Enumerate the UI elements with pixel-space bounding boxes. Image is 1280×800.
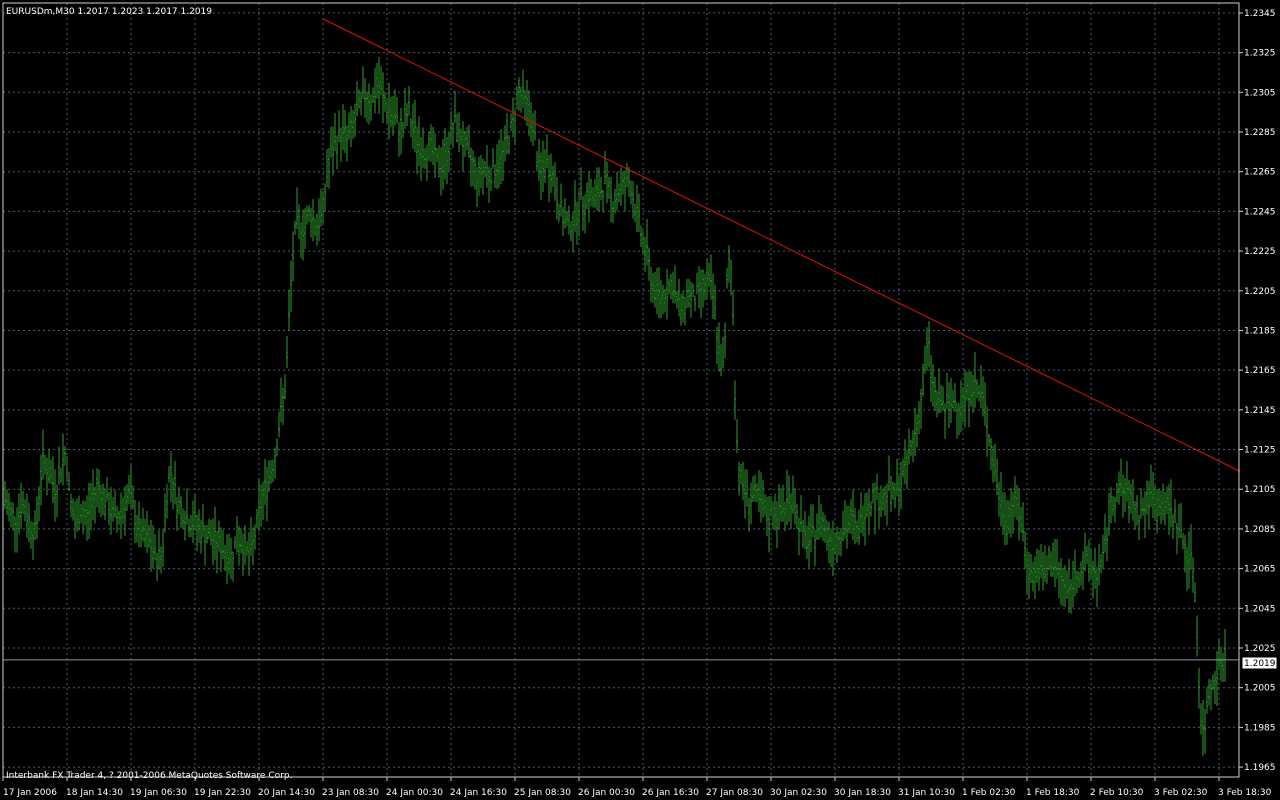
y-tick-label: 1.2065 <box>1244 565 1276 575</box>
price-label: 1.2019 <box>1241 656 1278 670</box>
x-axis: 17 Jan 2006 18 Jan 14:30 19 Jan 06:30 19 Ja… <box>2 777 1272 798</box>
trendline[interactable] <box>322 18 1241 472</box>
x-tick-label: 2 Feb 10:30 <box>1090 788 1144 798</box>
y-tick-label: 1.2005 <box>1244 684 1276 694</box>
x-tick-label: 19 Jan 06:30 <box>130 788 187 798</box>
y-tick-label: 1.2145 <box>1244 406 1276 416</box>
y-tick-label: 1.2085 <box>1244 525 1276 535</box>
x-tick-label: 30 Jan 18:30 <box>834 788 891 798</box>
x-tick-label: 27 Jan 08:30 <box>706 788 763 798</box>
y-tick-label: 1.2285 <box>1244 128 1276 138</box>
x-tick-label: 20 Jan 14:30 <box>258 788 315 798</box>
plot-border <box>2 2 1240 778</box>
x-tick-label: 23 Jan 08:30 <box>322 788 379 798</box>
last-price-value: 1.2019 <box>1244 659 1276 669</box>
y-tick-label: 1.2345 <box>1244 9 1276 19</box>
y-tick-label: 1.2045 <box>1244 604 1276 614</box>
x-tick-label: 18 Jan 14:30 <box>66 788 123 798</box>
y-tick-label: 1.2125 <box>1244 446 1276 456</box>
x-tick-label: 17 Jan 2006 <box>3 788 57 798</box>
y-tick-label: 1.2025 <box>1244 644 1276 654</box>
x-tick-label: 26 Jan 00:30 <box>578 788 635 798</box>
x-tick-label: 24 Jan 16:30 <box>450 788 507 798</box>
y-tick-label: 1.1965 <box>1244 763 1276 773</box>
x-tick-label: 30 Jan 02:30 <box>770 788 827 798</box>
x-tick-label: 3 Feb 02:30 <box>1154 788 1208 798</box>
x-tick-label: 31 Jan 10:30 <box>898 788 955 798</box>
y-tick-label: 1.2305 <box>1244 88 1276 98</box>
y-tick-label: 1.1985 <box>1244 723 1276 733</box>
x-tick-label: 1 Feb 18:30 <box>1026 788 1080 798</box>
y-tick-label: 1.2225 <box>1244 247 1276 257</box>
y-tick-label: 1.2325 <box>1244 49 1276 59</box>
y-tick-label: 1.2165 <box>1244 366 1276 376</box>
x-tick-label: 19 Jan 22:30 <box>194 788 251 798</box>
x-tick-label: 26 Jan 16:30 <box>642 788 699 798</box>
y-tick-label: 1.2105 <box>1244 485 1276 495</box>
y-axis: 1.2345 1.2325 1.2305 1.2285 1.2265 1.2245 1.22… <box>1239 9 1276 773</box>
x-tick-label: 3 Feb 18:30 <box>1218 788 1272 798</box>
price-bars <box>4 56 1226 756</box>
x-tick-label: 1 Feb 02:30 <box>962 788 1016 798</box>
y-tick-label: 1.2205 <box>1244 287 1276 297</box>
chart-header: EURUSDm,M30 1.2017 1.2023 1.2017 1.2019 <box>6 7 212 17</box>
chart-footer: Interbank FX Trader 4, ? 2001-2006 MetaQ… <box>6 771 292 781</box>
x-tick-label: 24 Jan 00:30 <box>386 788 443 798</box>
y-tick-label: 1.2265 <box>1244 168 1276 178</box>
y-tick-label: 1.2185 <box>1244 326 1276 336</box>
y-tick-label: 1.2245 <box>1244 207 1276 217</box>
x-tick-label: 25 Jan 08:30 <box>514 788 571 798</box>
